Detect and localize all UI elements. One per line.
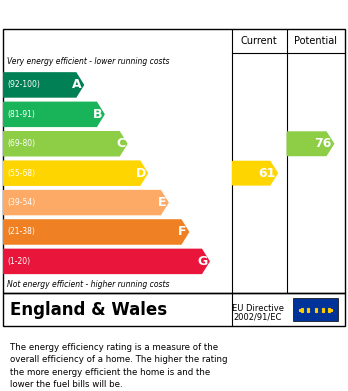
Text: A: A: [72, 79, 82, 91]
Text: EU Directive: EU Directive: [231, 304, 284, 313]
Text: (1-20): (1-20): [7, 257, 30, 266]
Text: England & Wales: England & Wales: [10, 301, 167, 319]
Text: (69-80): (69-80): [7, 139, 35, 148]
FancyArrow shape: [3, 102, 104, 126]
FancyArrow shape: [3, 73, 84, 97]
FancyArrow shape: [3, 132, 127, 156]
Text: 2002/91/EC: 2002/91/EC: [234, 312, 282, 321]
Text: (92-100): (92-100): [7, 81, 40, 90]
Text: (55-68): (55-68): [7, 169, 35, 178]
Text: Energy Efficiency Rating: Energy Efficiency Rating: [50, 5, 298, 24]
Text: (81-91): (81-91): [7, 110, 35, 119]
Text: 76: 76: [315, 137, 332, 150]
Text: B: B: [93, 108, 102, 121]
FancyArrow shape: [3, 249, 209, 273]
Text: 61: 61: [258, 167, 276, 179]
FancyArrow shape: [233, 161, 277, 185]
Text: Current: Current: [241, 36, 278, 46]
Text: Not energy efficient - higher running costs: Not energy efficient - higher running co…: [7, 280, 169, 289]
Text: D: D: [135, 167, 146, 179]
Text: F: F: [179, 226, 187, 239]
Bar: [293, 298, 338, 321]
Text: E: E: [158, 196, 166, 209]
FancyArrow shape: [3, 161, 148, 185]
Text: G: G: [197, 255, 207, 268]
FancyArrow shape: [287, 132, 334, 156]
Text: Very energy efficient - lower running costs: Very energy efficient - lower running co…: [7, 57, 169, 66]
Text: (21-38): (21-38): [7, 228, 35, 237]
Text: (39-54): (39-54): [7, 198, 35, 207]
FancyArrow shape: [3, 220, 189, 244]
Text: Potential: Potential: [294, 36, 337, 46]
Text: The energy efficiency rating is a measure of the
overall efficiency of a home. T: The energy efficiency rating is a measur…: [10, 343, 228, 389]
FancyArrow shape: [3, 190, 168, 215]
Text: C: C: [116, 137, 125, 150]
